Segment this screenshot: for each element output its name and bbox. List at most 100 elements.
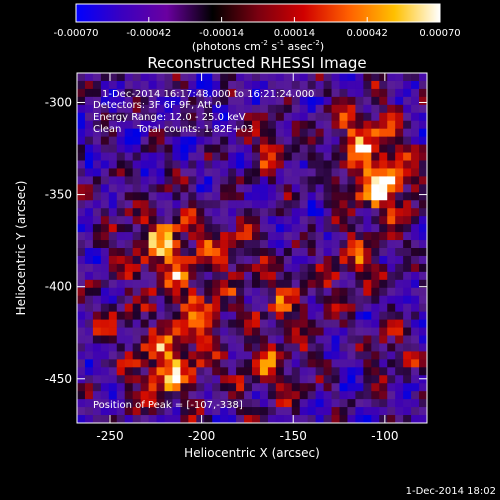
heatmap-cell [267,88,277,98]
heatmap-cell [323,319,332,328]
heatmap-cell [188,407,197,416]
heatmap-cell [403,319,412,328]
heatmap-cell [188,120,197,130]
heatmap-cell [323,248,332,257]
heatmap-cell [379,255,388,265]
heatmap-cell [172,383,181,392]
heatmap-cell [379,73,388,82]
heatmap-cell [252,271,261,281]
heatmap-cell [347,248,356,257]
heatmap-cell [403,271,412,281]
heatmap-cell [283,295,293,305]
heatmap-cell [77,399,86,408]
heatmap-cell [204,112,213,122]
heatmap-cell [84,263,94,273]
heatmap-cell [267,184,277,193]
heatmap-cell [291,343,301,352]
heatmap-cell [77,128,86,138]
heatmap-cell [395,367,404,376]
y-tick-label: -450 [45,372,72,386]
heatmap-cell [140,415,149,423]
heatmap-cell [116,232,126,241]
heatmap-cell [236,415,245,423]
heatmap-cell [84,271,94,281]
heatmap-cell [77,367,86,376]
heatmap-cell [140,248,149,257]
heatmap-cell [124,255,134,265]
heatmap-cell [180,263,189,273]
heatmap-cell [140,73,149,82]
heatmap-cell [77,216,86,225]
heatmap-cell [267,104,277,114]
heatmap-cell [148,311,157,320]
heatmap-cell [347,383,356,392]
heatmap-cell [164,399,173,408]
heatmap-cell [347,303,356,313]
heatmap-cell [259,335,269,344]
heatmap-cell [419,335,427,344]
heatmap-cell [236,128,245,138]
heatmap-cell [220,375,229,384]
heatmap-cell [291,184,301,193]
heatmap-cell [172,73,181,82]
heatmap-cell [140,200,149,209]
heatmap-cell [252,383,261,392]
heatmap-cell [411,311,420,320]
heatmap-cell [379,96,388,106]
heatmap-cell [77,279,86,289]
heatmap-cell [220,263,229,273]
heatmap-cell [212,319,221,328]
heatmap-cell [259,80,269,90]
heatmap-cell [339,80,348,90]
heatmap-cell [228,248,237,257]
heatmap-cell [299,391,309,400]
heatmap-cell [387,184,396,193]
heatmap-cell [331,208,340,217]
heatmap-cell [236,351,245,360]
heatmap-cell [395,176,404,185]
heatmap-cell [188,399,197,408]
heatmap-cell [164,287,173,297]
heatmap-cell [307,311,317,320]
heatmap-cell [283,232,293,241]
heatmap-cell [347,136,356,145]
heatmap-cell [395,263,404,273]
heatmap-cell [156,375,165,384]
heatmap-cell [299,104,309,114]
heatmap-cell [339,224,348,233]
heatmap-cell [331,232,340,241]
heatmap-cell [148,192,157,201]
heatmap-cell [411,128,420,138]
heatmap-cell [196,128,205,138]
heatmap-cell [156,311,165,320]
heatmap-cell [275,351,285,360]
heatmap-cell [419,343,427,352]
heatmap-cell [339,144,348,153]
heatmap-cell [363,327,372,336]
heatmap-cell [331,104,340,114]
heatmap-cell [180,303,189,313]
heatmap-cell [315,152,324,161]
heatmap-cell [116,120,126,130]
heatmap-cell [220,120,229,130]
heatmap-cell [331,375,340,384]
heatmap-cell [92,168,102,177]
heatmap-cell [188,88,197,98]
heatmap-cell [77,240,86,249]
heatmap-cell [395,327,404,336]
heatmap-cell [347,327,356,336]
heatmap-cell [403,208,412,217]
heatmap-cell [371,144,380,153]
heatmap-cell [77,80,86,90]
heatmap-cell [339,303,348,313]
heatmap-cell [291,176,301,185]
heatmap-cell [188,287,197,297]
heatmap-cell [331,391,340,400]
heatmap-cell [124,192,134,201]
heatmap-cell [100,279,110,289]
heatmap-cell [267,136,277,145]
heatmap-cell [283,335,293,344]
heatmap-cell [355,88,364,98]
heatmap-cell [363,144,372,153]
heatmap-cell [363,240,372,249]
